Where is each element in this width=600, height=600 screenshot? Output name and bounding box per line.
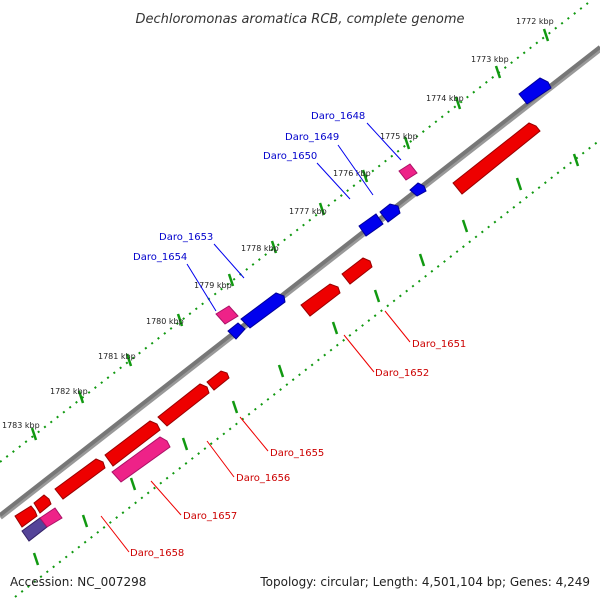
- tick-mark: [361, 169, 369, 183]
- gene-feature[interactable]: [518, 77, 552, 105]
- gene-feature[interactable]: [300, 283, 341, 317]
- gene-label[interactable]: Daro_1652: [375, 368, 429, 379]
- leader-line: [343, 334, 375, 373]
- tick-mark: [515, 177, 523, 191]
- gene-label[interactable]: Daro_1654: [133, 252, 187, 263]
- accession-text: Accession: NC_007298: [10, 575, 146, 589]
- tick-mark: [331, 321, 339, 335]
- gene-feature[interactable]: [104, 420, 161, 467]
- gene-feature[interactable]: [358, 213, 384, 237]
- tick-label: 1779 kbp: [194, 281, 232, 290]
- gene-feature[interactable]: [379, 203, 401, 223]
- forward-major-ticks: [30, 28, 550, 441]
- gene-feature[interactable]: [54, 458, 106, 500]
- tick-mark: [494, 65, 502, 79]
- gene-feature[interactable]: [14, 505, 38, 528]
- reverse-major-ticks: [32, 153, 580, 566]
- gene-label[interactable]: Daro_1653: [159, 232, 213, 243]
- gene-label[interactable]: Daro_1648: [311, 111, 365, 122]
- gene-feature[interactable]: [39, 507, 63, 528]
- gene-label[interactable]: Daro_1649: [285, 132, 339, 143]
- tick-label: 1782 kbp: [50, 387, 88, 396]
- tick-label: 1781 kbp: [98, 352, 136, 361]
- gene-label[interactable]: Daro_1656: [236, 473, 290, 484]
- gene-label[interactable]: Daro_1651: [412, 339, 466, 350]
- gene-feature[interactable]: [33, 494, 52, 514]
- forward-scale-rail: [0, 2, 589, 463]
- tick-mark: [125, 353, 133, 367]
- forward-leader-lines: [186, 122, 402, 312]
- tick-mark: [270, 240, 278, 254]
- tick-mark: [30, 427, 38, 441]
- tick-mark: [181, 437, 189, 451]
- gene-label[interactable]: Daro_1650: [263, 151, 317, 162]
- tick-mark: [454, 96, 462, 110]
- map-title: Dechloromonas aromatica RCB, complete ge…: [135, 12, 464, 27]
- leader-line: [186, 263, 217, 312]
- tick-label: 1783 kbp: [2, 421, 40, 430]
- leader-line: [337, 144, 374, 196]
- leader-line: [206, 440, 235, 478]
- leader-line: [316, 162, 351, 200]
- tick-mark: [227, 273, 235, 287]
- gene-label[interactable]: Daro_1657: [183, 511, 237, 522]
- genome-backbone: [0, 45, 600, 517]
- gene-feature[interactable]: [215, 305, 239, 325]
- gene-feature[interactable]: [452, 122, 541, 195]
- reverse-genes: [14, 122, 541, 542]
- reverse-leader-lines: [100, 310, 411, 553]
- reverse-gene-labels: Daro_1651 Daro_1652 Daro_1655 Daro_1656 …: [130, 339, 466, 559]
- leader-line: [384, 310, 411, 343]
- tick-labels: 1772 kbp 1773 kbp 1774 kbp 1775 kbp 1776…: [2, 17, 554, 430]
- gene-feature[interactable]: [409, 182, 427, 197]
- tick-mark: [176, 313, 184, 327]
- leader-line: [213, 243, 245, 279]
- tick-mark: [418, 253, 426, 267]
- gene-feature[interactable]: [206, 370, 230, 391]
- tick-mark: [129, 477, 137, 491]
- gene-feature[interactable]: [157, 383, 210, 427]
- tick-label: 1775 kbp: [380, 132, 418, 141]
- tick-mark: [403, 136, 411, 150]
- tick-mark: [373, 289, 381, 303]
- tick-label: 1778 kbp: [241, 244, 279, 253]
- forward-gene-labels: Daro_1648 Daro_1649 Daro_1650 Daro_1653 …: [133, 111, 365, 263]
- leader-line: [150, 480, 182, 516]
- leader-line: [366, 122, 402, 161]
- gene-feature[interactable]: [240, 292, 286, 329]
- leader-line: [100, 515, 130, 553]
- gene-label[interactable]: Daro_1655: [270, 448, 324, 459]
- tick-mark: [277, 364, 285, 378]
- tick-mark: [231, 400, 239, 414]
- gene-label[interactable]: Daro_1658: [130, 548, 184, 559]
- gene-feature[interactable]: [111, 436, 171, 483]
- tick-mark: [318, 202, 326, 216]
- tick-label: 1780 kbp: [146, 317, 184, 326]
- tick-mark: [77, 390, 85, 404]
- tick-mark: [461, 219, 469, 233]
- tick-label: 1776 kbp: [333, 169, 371, 178]
- tick-mark: [542, 28, 550, 42]
- tick-label: 1773 kbp: [471, 55, 509, 64]
- tick-label: 1774 kbp: [426, 94, 464, 103]
- tick-label: 1772 kbp: [516, 17, 554, 26]
- tick-mark: [32, 552, 40, 566]
- gene-feature[interactable]: [227, 322, 246, 340]
- gene-feature[interactable]: [398, 163, 418, 181]
- tick-mark: [81, 514, 89, 528]
- tick-mark: [572, 153, 580, 167]
- forward-genes: [215, 77, 552, 340]
- tick-label: 1777 kbp: [289, 207, 327, 216]
- gene-feature[interactable]: [341, 257, 373, 285]
- leader-line: [239, 416, 269, 452]
- genome-summary-text: Topology: circular; Length: 4,501,104 bp…: [259, 575, 590, 589]
